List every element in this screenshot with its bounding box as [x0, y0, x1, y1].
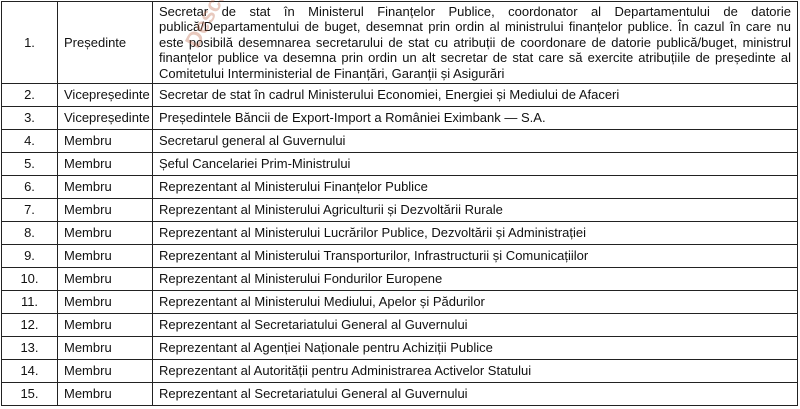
- row-description: Reprezentant al Ministerului Mediului, A…: [152, 290, 798, 315]
- table-row: 11. Membru Reprezentant al Ministerului Me…: [1, 290, 798, 315]
- row-role: Membru: [57, 244, 153, 269]
- table-row: 3. Vicepreședinte Președintele Băncii de E…: [1, 106, 798, 131]
- row-description: Reprezentant al Secretariatului General …: [152, 382, 798, 407]
- row-role: Membru: [57, 382, 153, 407]
- row-description: Reprezentant al Ministerului Finanțelor …: [152, 175, 798, 200]
- row-number: 12.: [1, 313, 58, 338]
- row-number: 10.: [1, 267, 58, 292]
- row-description: Reprezentant al Ministerului Transportur…: [152, 244, 798, 269]
- row-description: Secretar de stat în cadrul Ministerului …: [152, 83, 798, 108]
- row-description: Reprezentant al Ministerului Fondurilor …: [152, 267, 798, 292]
- row-role: Membru: [57, 129, 153, 154]
- row-description: Reprezentant al Agenției Naționale pentr…: [152, 336, 798, 361]
- table-row: 8. Membru Reprezentant al Ministerului Luc…: [1, 221, 798, 246]
- table-row: 5. Membru Șeful Cancelariei Prim-Ministrul…: [1, 152, 798, 177]
- row-number: 4.: [1, 129, 58, 154]
- row-role: Membru: [57, 152, 153, 177]
- row-role: Membru: [57, 336, 153, 361]
- row-number: 3.: [1, 106, 58, 131]
- row-description: Reprezentant al Autorității pentru Admin…: [152, 359, 798, 384]
- row-number: 9.: [1, 244, 58, 269]
- row-role: Vicepreședinte: [57, 83, 153, 108]
- row-role: Președinte: [57, 0, 153, 85]
- row-role: Membru: [57, 359, 153, 384]
- table-row: 13. Membru Reprezentant al Agenției Națion…: [1, 336, 798, 361]
- table-row: 4. Membru Secretarul general al Guvernului: [1, 129, 798, 154]
- row-number: 6.: [1, 175, 58, 200]
- table-row: 12. Membru Reprezentant al Secretariatului…: [1, 313, 798, 338]
- row-description: Reprezentant al Secretariatului General …: [152, 313, 798, 338]
- row-number: 15.: [1, 382, 58, 407]
- row-number: 14.: [1, 359, 58, 384]
- table-row: 1. Președinte Secretar de stat în Minister…: [1, 0, 798, 85]
- row-description: Reprezentant al Ministerului Agriculturi…: [152, 198, 798, 223]
- row-number: 8.: [1, 221, 58, 246]
- row-role: Membru: [57, 267, 153, 292]
- row-description: Secretar de stat în Ministerul Finanțelo…: [152, 0, 798, 85]
- row-number: 13.: [1, 336, 58, 361]
- row-description: Reprezentant al Ministerului Lucrărilor …: [152, 221, 798, 246]
- table-row: 2. Vicepreședinte Secretar de stat în cadr…: [1, 83, 798, 108]
- table-row: 14. Membru Reprezentant al Autorității pen…: [1, 359, 798, 384]
- row-description: Președintele Băncii de Export-Import a R…: [152, 106, 798, 131]
- row-number: 5.: [1, 152, 58, 177]
- table-row: 15. Membru Reprezentant al Secretariatului…: [1, 382, 798, 407]
- row-role: Membru: [57, 221, 153, 246]
- row-number: 7.: [1, 198, 58, 223]
- row-role: Membru: [57, 290, 153, 315]
- row-description: Șeful Cancelariei Prim-Ministrului: [152, 152, 798, 177]
- table-row: 9. Membru Reprezentant al Ministerului Tra…: [1, 244, 798, 269]
- table-row: 7. Membru Reprezentant al Ministerului Agr…: [1, 198, 798, 223]
- table-row: 10. Membru Reprezentant al Ministerului Fo…: [1, 267, 798, 292]
- row-number: 1.: [1, 0, 58, 85]
- table-row: 6. Membru Reprezentant al Ministerului Fin…: [1, 175, 798, 200]
- row-role: Vicepreședinte: [57, 106, 153, 131]
- row-description: Secretarul general al Guvernului: [152, 129, 798, 154]
- row-role: Membru: [57, 198, 153, 223]
- row-role: Membru: [57, 313, 153, 338]
- row-role: Membru: [57, 175, 153, 200]
- row-number: 2.: [1, 83, 58, 108]
- row-number: 11.: [1, 290, 58, 315]
